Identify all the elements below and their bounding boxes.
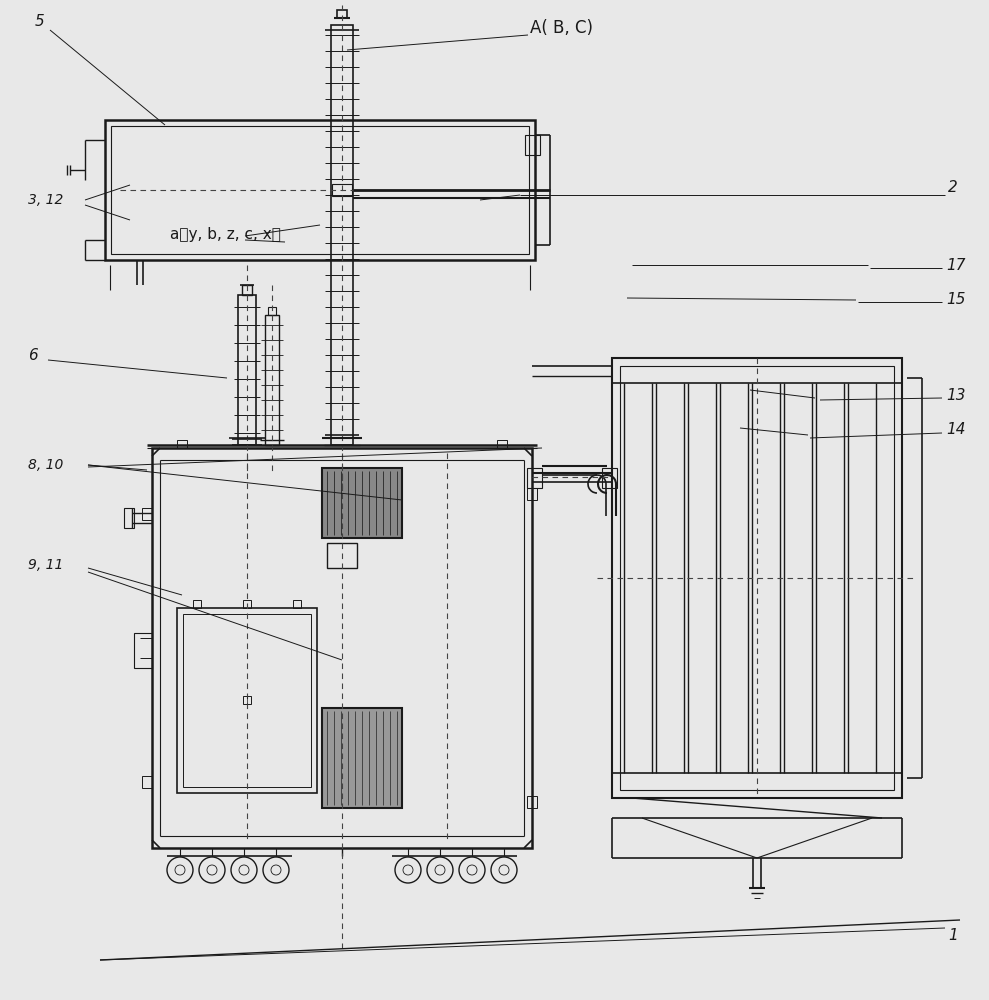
Bar — [193, 600, 201, 608]
Bar — [142, 776, 152, 788]
Bar — [124, 508, 134, 528]
Text: A( B, C): A( B, C) — [530, 19, 593, 37]
Bar — [612, 773, 902, 798]
Bar — [265, 315, 279, 445]
Bar — [612, 358, 902, 798]
Bar — [111, 126, 529, 254]
Bar — [527, 488, 537, 500]
Text: 17: 17 — [946, 257, 965, 272]
Bar — [105, 120, 535, 260]
Bar — [525, 135, 540, 155]
Bar — [327, 543, 357, 568]
Text: 3, 12: 3, 12 — [28, 193, 63, 207]
Bar — [152, 448, 532, 848]
Text: 13: 13 — [946, 387, 965, 402]
Bar — [293, 600, 301, 608]
Bar — [238, 295, 256, 445]
Bar — [268, 307, 276, 315]
Text: 5: 5 — [35, 14, 45, 29]
Bar — [322, 468, 402, 538]
Bar — [602, 468, 617, 488]
Bar — [183, 614, 311, 787]
Text: 14: 14 — [946, 422, 965, 438]
Bar — [612, 358, 902, 383]
Text: 1: 1 — [948, 928, 957, 942]
Bar — [337, 10, 347, 18]
Bar — [142, 508, 152, 520]
Text: 2: 2 — [948, 180, 957, 196]
Bar — [332, 184, 352, 196]
Bar — [527, 468, 542, 488]
Text: 8, 10: 8, 10 — [28, 458, 63, 472]
Bar — [331, 25, 353, 445]
Bar — [177, 608, 317, 793]
Bar — [243, 600, 251, 608]
Bar — [620, 366, 894, 790]
Bar — [177, 440, 187, 448]
Bar — [243, 696, 251, 704]
Bar — [134, 633, 152, 668]
Text: a（y, b, z, c, x）: a（y, b, z, c, x） — [170, 228, 281, 242]
Text: 15: 15 — [946, 292, 965, 308]
Bar — [527, 796, 537, 808]
Bar — [497, 440, 507, 448]
Bar — [242, 285, 252, 295]
Text: 9, 11: 9, 11 — [28, 558, 63, 572]
Bar — [322, 708, 402, 808]
Text: 6: 6 — [28, 348, 38, 362]
